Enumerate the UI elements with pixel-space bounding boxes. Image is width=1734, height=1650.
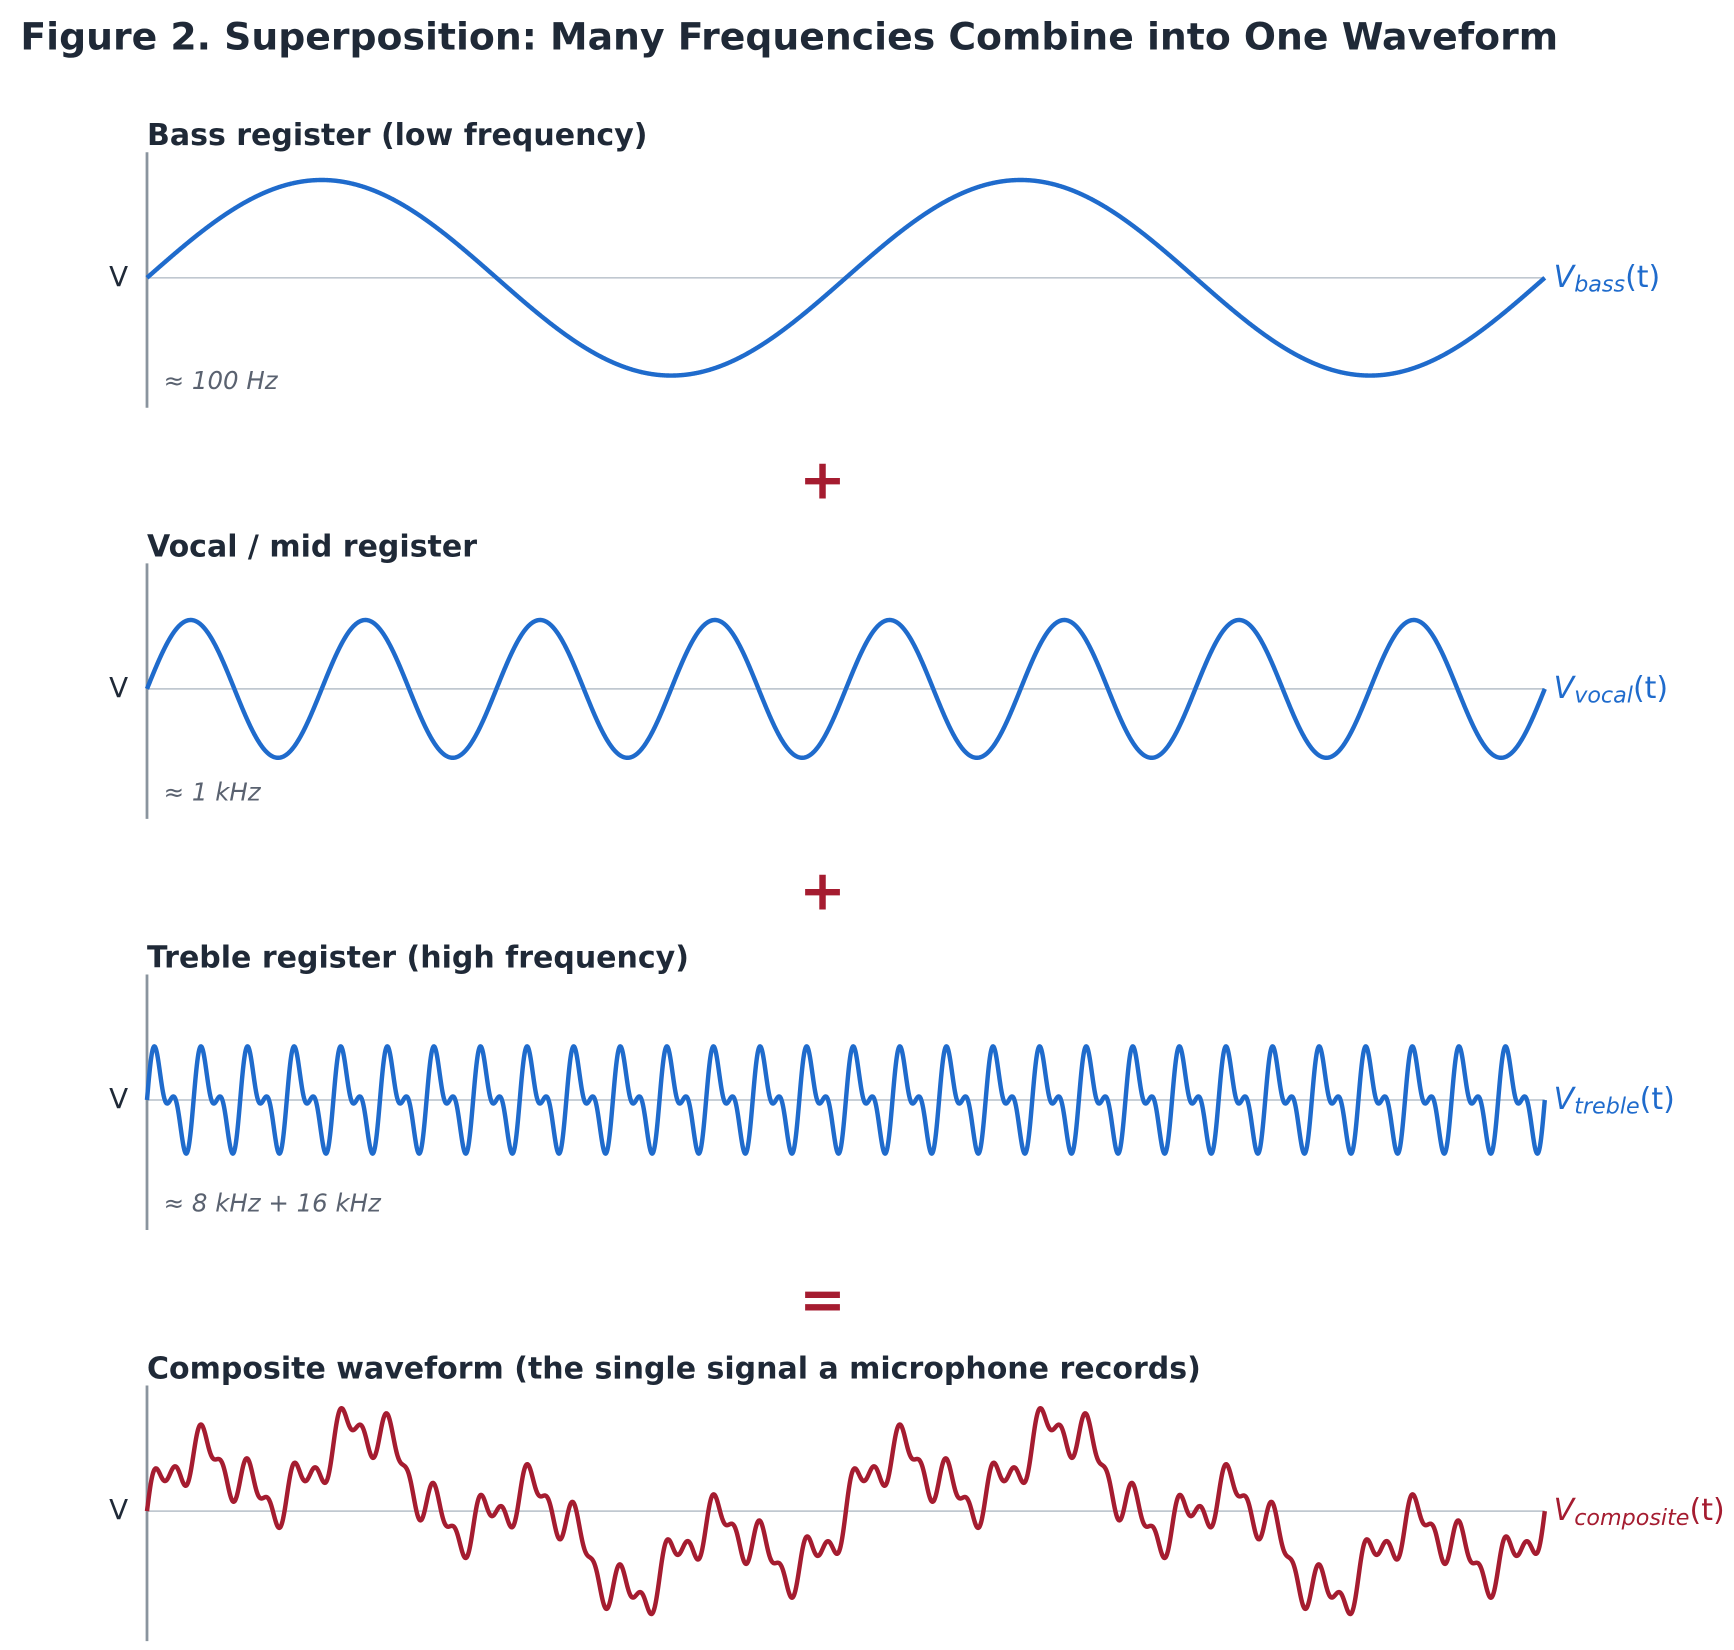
frequency-note: ≈ 8 kHz + 16 kHz [164, 1188, 382, 1217]
operator: + [799, 447, 846, 512]
curve-label-subscript: bass [1574, 271, 1625, 297]
operator: = [799, 1267, 846, 1332]
curve-label-symbol: V [1554, 1082, 1577, 1117]
panel-title: Composite waveform (the single signal a … [147, 1352, 1201, 1387]
axis-label: V [109, 1493, 128, 1526]
curve-label-symbol: V [1554, 259, 1577, 294]
curve-label: Vbass(t) [1554, 259, 1661, 297]
operator: + [799, 859, 846, 924]
waveform [144, 1406, 1547, 1617]
curve-label: Vvocal(t) [1554, 670, 1668, 708]
frequency-note: ≈ 1 kHz [164, 777, 262, 806]
curve-label-symbol: V [1554, 1493, 1577, 1528]
axis-label: V [109, 1082, 128, 1115]
curve-label: Vtreble(t) [1554, 1082, 1675, 1120]
curve-label: Vcomposite(t) [1554, 1493, 1725, 1531]
curve-label-argument: (t) [1640, 1082, 1675, 1117]
curve-label-symbol: V [1554, 670, 1577, 705]
waveform [145, 177, 1547, 378]
curve-label-argument: (t) [1689, 1493, 1724, 1528]
panel-title: Vocal / mid register [147, 529, 477, 564]
panel-title: Treble register (high frequency) [147, 940, 689, 975]
waveform [144, 1044, 1547, 1156]
curve-label-argument: (t) [1625, 259, 1660, 294]
curve-label-argument: (t) [1633, 670, 1668, 705]
frequency-note: ≈ 100 Hz [164, 366, 279, 395]
axis-label: V [109, 260, 128, 293]
curve-label-subscript: treble [1574, 1093, 1639, 1119]
curve-label-subscript: composite [1574, 1504, 1689, 1530]
axis-label: V [109, 671, 128, 704]
panel-title: Bass register (low frequency) [147, 118, 647, 153]
waveform [144, 617, 1547, 760]
curve-label-subscript: vocal [1574, 682, 1634, 708]
figure-title: Figure 2. Superposition: Many Frequencie… [20, 14, 1558, 58]
